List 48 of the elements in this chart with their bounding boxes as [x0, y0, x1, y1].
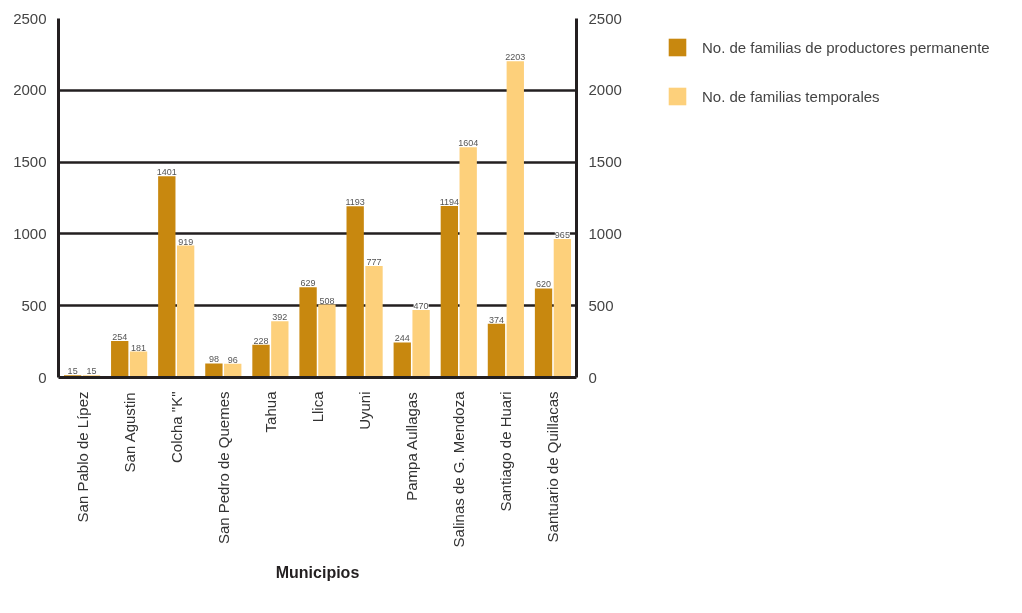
y-tick-label: 1500: [13, 153, 47, 171]
y2-tick-label: 2500: [588, 9, 622, 27]
x-tick-label: Santuario de Quillacas: [544, 391, 562, 543]
x-axis-title: Municipios: [275, 564, 360, 582]
y2-tick-label: 500: [588, 296, 614, 314]
data-label: 254: [112, 332, 128, 343]
y-tick-label: 2500: [13, 9, 47, 27]
data-label: 470: [413, 301, 429, 312]
data-label: 96: [227, 354, 238, 365]
x-tick-label: San Pedro de Quemes: [214, 391, 232, 545]
y2-tick-label: 1500: [588, 153, 622, 171]
data-label: 15: [67, 366, 78, 377]
data-label: 15: [86, 366, 97, 377]
data-label: 374: [488, 314, 504, 325]
x-tick-label: Salinas de G. Mendoza: [450, 390, 468, 548]
x-tick-label: San Pablo de Lípez: [73, 391, 91, 523]
legend-label: No. de familias de productores permanente: [702, 38, 990, 56]
data-label: 1194: [439, 197, 460, 208]
x-tick-label: Santiago de Huari: [497, 391, 515, 512]
x-tick-label: Pampa Aullagas: [403, 392, 421, 501]
data-label: 392: [272, 312, 288, 323]
y-tick-label: 1000: [13, 224, 47, 242]
data-label: 620: [536, 279, 552, 290]
data-label: 98: [208, 354, 219, 365]
data-label: 919: [178, 236, 194, 247]
x-tick-label: Colcha "K": [167, 391, 185, 464]
data-label: 1604: [458, 138, 479, 149]
data-label: 1193: [345, 197, 365, 208]
data-label: 777: [366, 256, 382, 267]
x-tick-label: Tahua: [261, 390, 279, 433]
y-tick-label: 500: [21, 296, 47, 314]
legend-label: No. de familias temporales: [702, 87, 880, 105]
data-label: 228: [253, 335, 269, 346]
x-tick-label: Llica: [309, 390, 326, 423]
y2-tick-label: 1000: [588, 224, 622, 242]
data-label: 2203: [505, 52, 526, 63]
data-label: 508: [319, 295, 335, 306]
y-tick-label: 2000: [13, 81, 47, 99]
y2-tick-label: 0: [588, 368, 597, 386]
data-label: 965: [554, 229, 570, 240]
data-label: 181: [131, 342, 147, 353]
y-tick-label: 0: [38, 368, 47, 386]
data-label: 629: [300, 278, 316, 289]
x-tick-label: Uyuni: [356, 391, 374, 430]
y2-tick-label: 2000: [588, 81, 622, 99]
x-tick-label: San Agustin: [120, 392, 138, 473]
data-label: 1401: [156, 167, 177, 178]
data-label: 244: [394, 333, 410, 344]
